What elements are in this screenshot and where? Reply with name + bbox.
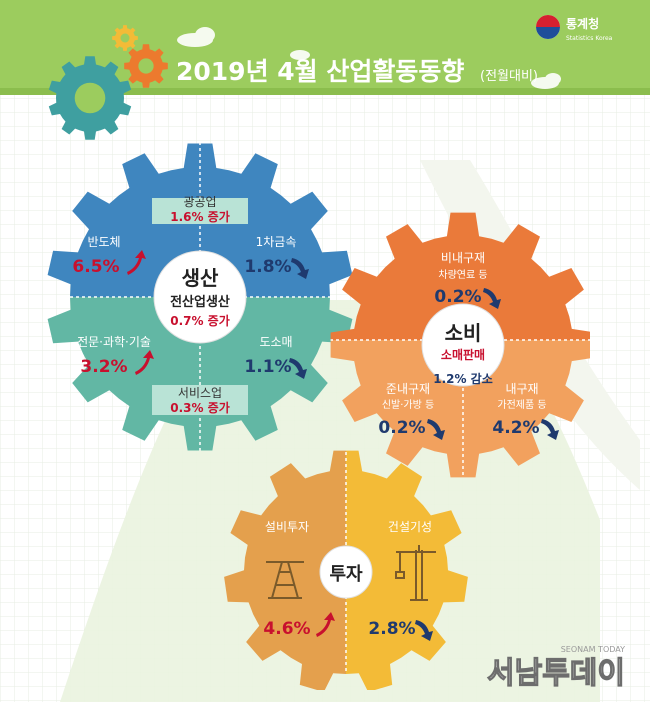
mining-box bbox=[152, 198, 248, 224]
arrow-down-icon bbox=[291, 258, 309, 279]
durable-label: 내구재 bbox=[505, 382, 538, 396]
construction-value: 2.8% bbox=[368, 619, 415, 639]
consumption-total-label: 소매판매 bbox=[441, 347, 485, 362]
production-center bbox=[153, 250, 247, 344]
nondurable-label: 비내구재 bbox=[441, 251, 485, 265]
arrow-down-icon bbox=[427, 419, 445, 440]
semiconductor-label: 반도체 bbox=[87, 235, 120, 249]
services-label: 서비스업 bbox=[178, 386, 222, 400]
arrow-down-icon bbox=[415, 620, 433, 641]
page-title: 2019년 4월 산업활동동향 bbox=[176, 57, 464, 86]
durable-sub: 가전제품 등 bbox=[497, 399, 546, 411]
consumption-title: 소비 bbox=[445, 321, 482, 345]
semiconductor-value: 6.5% bbox=[72, 257, 119, 277]
arrow-up-icon bbox=[127, 250, 146, 275]
arrow-down-icon bbox=[289, 358, 307, 379]
facility-value: 4.6% bbox=[263, 619, 310, 639]
gear-icon-group bbox=[48, 25, 168, 140]
production-total-value: 0.7% 증가 bbox=[170, 313, 230, 328]
services-value: 0.3% 증가 bbox=[170, 400, 230, 415]
logo-subtext: Statistics Korea bbox=[566, 35, 613, 42]
nondurable-sub: 차량연료 등 bbox=[438, 269, 487, 281]
wholesale-label: 도소매 bbox=[259, 335, 292, 349]
semidurable-label: 준내구재 bbox=[386, 382, 430, 396]
wholesale-value: 1.1% bbox=[244, 357, 291, 377]
professional-value: 3.2% bbox=[80, 357, 127, 377]
production-title: 생산 bbox=[182, 266, 219, 290]
primary-metal-label: 1차금속 bbox=[256, 235, 297, 249]
arrow-up-icon bbox=[316, 612, 335, 637]
investment-title: 투자 bbox=[329, 564, 363, 585]
nondurable-value: 0.2% bbox=[434, 287, 481, 307]
watermark-text: 서남투데이 bbox=[487, 656, 625, 691]
primary-metal-value: 1.8% bbox=[244, 257, 291, 277]
kostat-logo: 통계청 Statistics Korea bbox=[536, 15, 613, 42]
semidurable-sub: 신발·가방 등 bbox=[382, 399, 434, 411]
arrow-down-icon bbox=[483, 288, 501, 309]
professional-label: 전문·과학·기술 bbox=[77, 335, 151, 349]
logo-text: 통계청 bbox=[566, 16, 599, 31]
mining-label: 광공업 bbox=[183, 195, 216, 209]
watermark-subtext: SEONAM TODAY bbox=[561, 645, 625, 654]
arrow-down-icon bbox=[541, 419, 559, 440]
page-subtitle: (전월대비) bbox=[480, 69, 538, 84]
consumption-total-value: 1.2% 감소 bbox=[433, 371, 493, 386]
construction-label: 건설기성 bbox=[388, 520, 432, 534]
gear-hole bbox=[138, 58, 154, 74]
arrow-up-icon bbox=[135, 350, 154, 375]
facility-label: 설비투자 bbox=[265, 520, 309, 534]
services-box bbox=[152, 385, 248, 415]
gear-hole bbox=[120, 33, 130, 43]
investment-center bbox=[319, 545, 373, 599]
semidurable-value: 0.2% bbox=[378, 418, 425, 438]
mining-value: 1.6% 증가 bbox=[170, 209, 230, 224]
header-banner: 2019년 4월 산업활동동향 (전월대비) 통계청 Statistics Ko… bbox=[0, 0, 650, 140]
crane-icon bbox=[395, 545, 436, 601]
cloud-icon bbox=[177, 27, 561, 89]
production-total-label: 전산업생산 bbox=[170, 294, 230, 310]
durable-value: 4.2% bbox=[492, 418, 539, 438]
consumption-center bbox=[421, 303, 505, 387]
oil-pump-icon bbox=[266, 561, 304, 599]
consumption-gear: 비내구재 차량연료 등 0.2% 준내구재 신발·가방 등 0.2% 내구재 가… bbox=[330, 212, 590, 478]
gear-hole bbox=[74, 82, 106, 114]
watermark: 서남투데이 SEONAM TODAY bbox=[486, 645, 625, 692]
